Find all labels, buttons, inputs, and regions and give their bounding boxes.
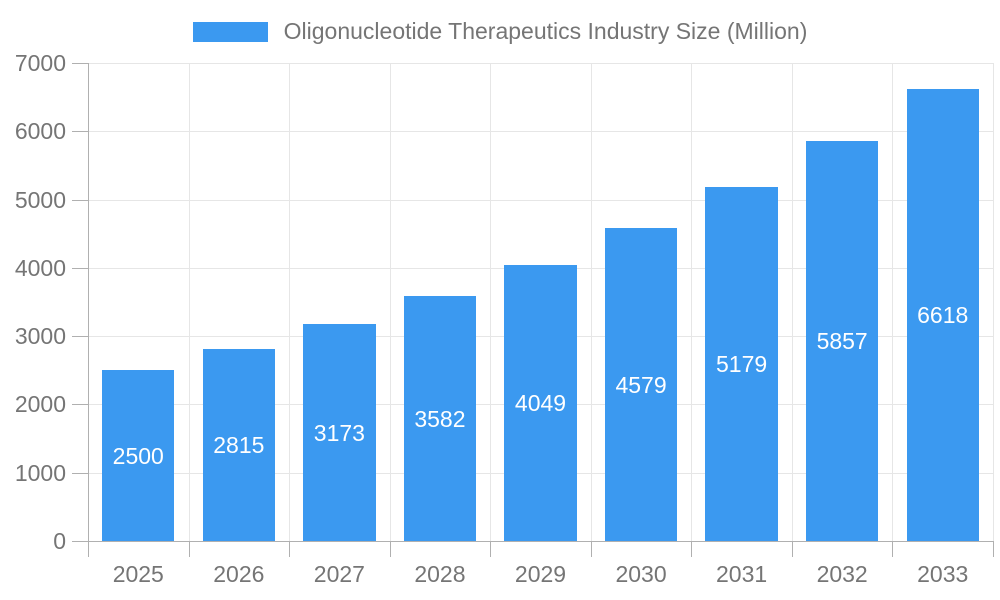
x-axis-tick [188,541,190,557]
bar [604,228,678,541]
bar-value-label: 4579 [615,371,667,398]
y-axis-label: 1000 [14,459,66,486]
y-axis-label: 2000 [14,391,66,418]
bar [102,370,175,541]
bar-value-label: 4049 [514,389,567,416]
x-axis-tick [691,541,693,557]
y-axis-tick [72,267,88,269]
bar-value-label: 3582 [414,405,466,432]
gridline-x [590,63,592,541]
y-axis-label: 7000 [14,50,66,76]
y-axis-tick [72,63,88,64]
bar-value-label: 2500 [112,442,164,469]
x-axis-tick [590,541,592,557]
bar [504,264,577,541]
x-axis-label: 2031 [716,561,768,587]
bar [805,141,879,541]
gridline-x [993,63,994,541]
y-axis-label: 5000 [14,186,66,213]
gridline-x [188,63,190,541]
bar [403,296,477,541]
gridline-y [88,199,993,201]
gridline-y [88,63,993,64]
x-axis-tick [993,541,994,557]
gridline-x [791,63,793,541]
legend-swatch [192,21,268,42]
bar [202,348,276,541]
x-axis-line [88,541,993,542]
y-axis-tick [72,472,88,474]
gridline-x [289,63,291,541]
legend-label: Oligonucleotide Therapeutics Industry Si… [283,18,808,44]
y-axis-label: 0 [53,528,66,554]
bar [906,89,979,541]
y-axis-label: 4000 [14,254,66,281]
y-axis-tick [72,131,88,133]
bar-value-label: 5857 [816,328,868,355]
bar [303,324,376,541]
x-axis-label: 2032 [816,561,868,587]
gridline-x [490,63,492,541]
y-axis-tick [72,199,88,201]
bar-value-label: 6618 [917,302,969,329]
x-axis-tick [892,541,894,557]
legend: Oligonucleotide Therapeutics Industry Si… [0,18,1000,45]
gridline-x [892,63,894,541]
x-axis-tick [389,541,391,557]
x-axis-tick [490,541,492,557]
x-axis-label: 2027 [313,561,365,587]
y-axis-tick [72,541,88,542]
y-axis-label: 3000 [14,323,66,350]
bar [705,187,778,541]
bar-value-label: 5179 [716,351,768,378]
bar-value-label: 2815 [213,431,265,458]
x-axis-label: 2029 [514,561,567,587]
gridline-x [691,63,693,541]
bar-value-label: 3173 [313,419,365,446]
x-axis-tick [791,541,793,557]
y-axis-label: 6000 [14,118,66,145]
x-axis-label: 2033 [917,561,969,587]
gridline-x [389,63,391,541]
x-axis-label: 2025 [112,561,164,587]
y-axis-tick [72,404,88,406]
x-axis-label: 2028 [414,561,466,587]
y-axis-tick [72,336,88,338]
y-axis-line [88,63,89,557]
x-axis-label: 2026 [213,561,265,587]
gridline-y [88,131,993,133]
x-axis-label: 2030 [615,561,667,587]
x-axis-tick [289,541,291,557]
